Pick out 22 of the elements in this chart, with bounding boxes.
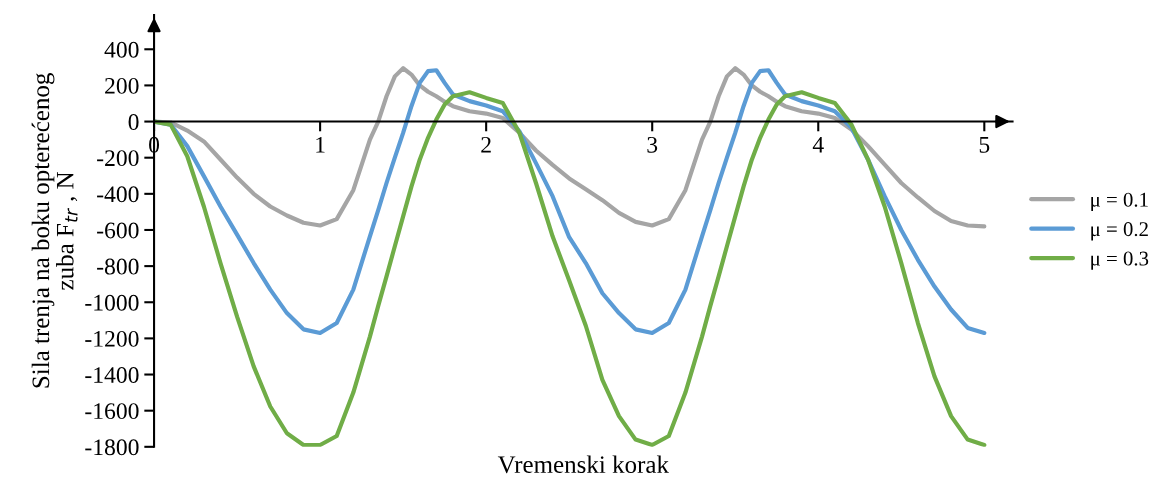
x-tick-label: 2	[481, 136, 491, 153]
y-tick-label: -600	[97, 222, 139, 239]
y-tick-label: -400	[97, 186, 139, 203]
y-tick-label: -1000	[85, 294, 139, 311]
y-tick-label: 0	[128, 114, 139, 130]
legend-label: μ = 0.2	[1091, 222, 1148, 241]
legend-label: μ = 0.3	[1091, 251, 1149, 270]
y-tick-label: -800	[97, 258, 139, 275]
legend-label: μ = 0.1	[1091, 192, 1148, 211]
y-tick-label: 400	[104, 41, 139, 58]
y-tick-label: -1800	[85, 439, 139, 456]
y-tick-label: -200	[97, 150, 139, 167]
x-axis-title: Vremenski korak	[497, 455, 669, 474]
y-tick-label: -1600	[85, 403, 139, 420]
x-tick-label: 1	[316, 136, 325, 153]
x-tick-label: 4	[812, 136, 824, 153]
x-tick-label: 5	[979, 137, 990, 153]
y-tick-label: 200	[105, 77, 139, 94]
y-tick-label: -1200	[85, 330, 139, 347]
x-tick-label: 3	[647, 136, 658, 153]
y-axis-title: Sila trenja na boku opterećenog zuba F$_{tr}$ , N	[31, 73, 78, 388]
y-tick-label: -1400	[85, 367, 139, 383]
